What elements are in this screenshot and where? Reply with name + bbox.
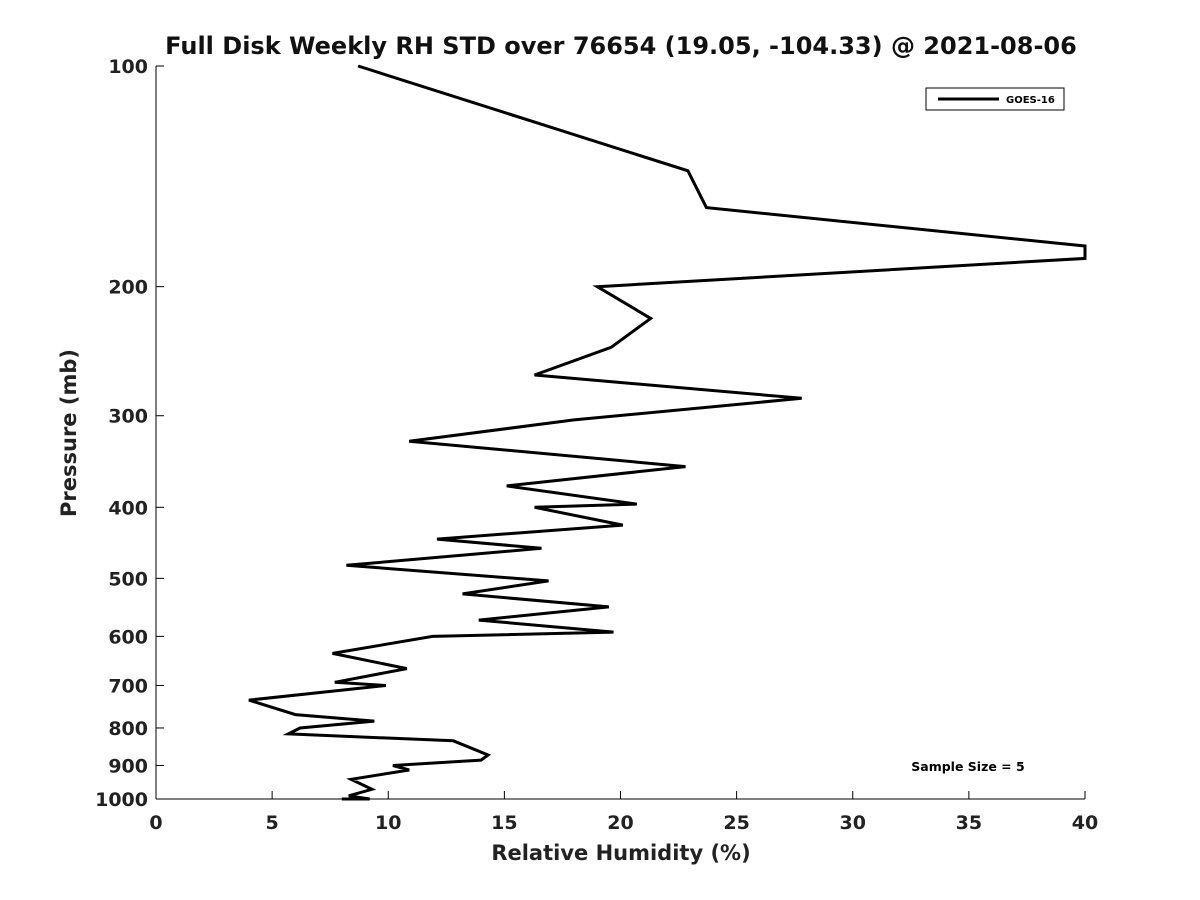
x-tick-label: 10 (375, 812, 401, 834)
legend: GOES-16 (925, 87, 1065, 111)
series-line-goes-16 (248, 64, 1087, 801)
y-axis-label: Pressure (mb) (57, 349, 81, 517)
x-tick-label: 20 (607, 812, 633, 834)
y-tick-label: 700 (108, 675, 148, 697)
y-tick-label: 200 (108, 277, 148, 299)
x-tick-label: 40 (1072, 812, 1098, 834)
x-axis-ticks: 0 5 10 15 20 25 30 35 40 (149, 791, 1098, 834)
x-tick-label: 25 (723, 812, 749, 834)
x-tick-label: 0 (149, 812, 162, 834)
y-tick-label: 900 (108, 755, 148, 777)
y-tick-label: 1000 (95, 789, 148, 811)
x-tick-label: 15 (491, 812, 517, 834)
chart-title: Full Disk Weekly RH STD over 76654 (19.0… (165, 32, 1077, 60)
y-tick-label: 400 (108, 497, 148, 519)
y-tick-label: 300 (108, 406, 148, 428)
sample-size-annotation: Sample Size = 5 (911, 759, 1024, 774)
y-tick-label: 800 (108, 718, 148, 740)
y-axis-ticks: 100 200 300 400 500 600 700 800 900 1000 (95, 56, 164, 811)
x-tick-label: 35 (956, 812, 982, 834)
legend-label-goes-16: GOES-16 (1006, 95, 1055, 106)
y-tick-label: 100 (108, 56, 148, 78)
x-tick-label: 5 (266, 812, 279, 834)
series-layer (248, 64, 1087, 801)
x-axis-label: Relative Humidity (%) (491, 841, 750, 865)
x-tick-label: 30 (840, 812, 866, 834)
y-tick-label: 500 (108, 568, 148, 590)
y-tick-label: 600 (108, 626, 148, 648)
